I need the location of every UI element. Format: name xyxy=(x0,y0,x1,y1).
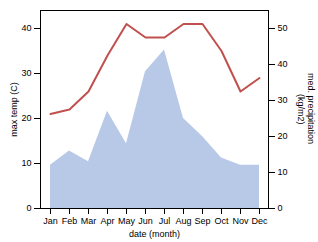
svg-text:May: May xyxy=(118,216,136,226)
svg-text:10: 10 xyxy=(278,167,288,177)
svg-text:Dec: Dec xyxy=(251,216,268,226)
svg-text:Oct: Oct xyxy=(214,216,229,226)
svg-text:Apr: Apr xyxy=(100,216,114,226)
svg-text:50: 50 xyxy=(278,23,288,33)
svg-text:Nov: Nov xyxy=(232,216,249,226)
svg-text:20: 20 xyxy=(278,131,288,141)
svg-text:date (month): date (month) xyxy=(129,229,180,239)
html-text:med. precipitation (kg/m2): med. precipitation (kg/m2) xyxy=(296,73,317,145)
svg-text:20: 20 xyxy=(21,113,31,123)
svg-text:40: 40 xyxy=(278,59,288,69)
svg-text:Mar: Mar xyxy=(81,216,97,226)
svg-text:Sep: Sep xyxy=(194,216,210,226)
svg-text:Jun: Jun xyxy=(138,216,153,226)
svg-text:10: 10 xyxy=(21,158,31,168)
svg-text:max temp (C): max temp (C) xyxy=(9,82,19,137)
svg-text:30: 30 xyxy=(278,95,288,105)
svg-text:40: 40 xyxy=(21,23,31,33)
svg-text:Jul: Jul xyxy=(159,216,171,226)
svg-text:Feb: Feb xyxy=(62,216,78,226)
svg-text:Aug: Aug xyxy=(175,216,191,226)
svg-text:30: 30 xyxy=(21,68,31,78)
svg-text:0: 0 xyxy=(278,203,283,213)
svg-text:0: 0 xyxy=(26,203,31,213)
svg-text:Jan: Jan xyxy=(43,216,58,226)
